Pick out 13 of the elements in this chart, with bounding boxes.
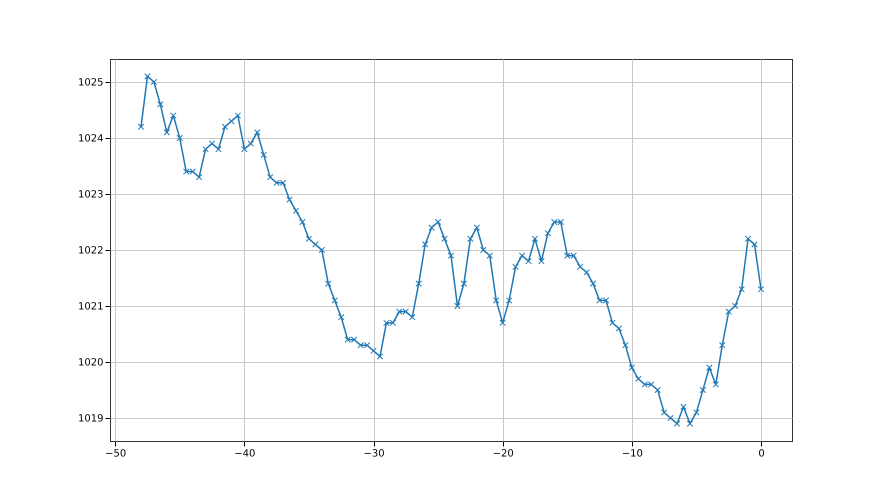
y-tick-label: 1019 — [78, 414, 104, 425]
x-tick-label: 0 — [758, 448, 765, 460]
y-tick-label: 1023 — [78, 189, 104, 200]
y-tick-label: 1022 — [78, 246, 104, 256]
x-tick-label: −30 — [363, 448, 385, 460]
y-tick-label: 1025 — [78, 77, 104, 88]
x-tick-label: −50 — [105, 448, 126, 460]
x-tick-label: −20 — [492, 448, 514, 460]
y-tick-label: 1024 — [78, 133, 104, 144]
y-tick-label: 1020 — [78, 358, 104, 369]
x-tick-label: −40 — [234, 448, 256, 460]
y-tick-label: 1021 — [78, 302, 104, 313]
x-tick-label: −10 — [622, 448, 643, 460]
